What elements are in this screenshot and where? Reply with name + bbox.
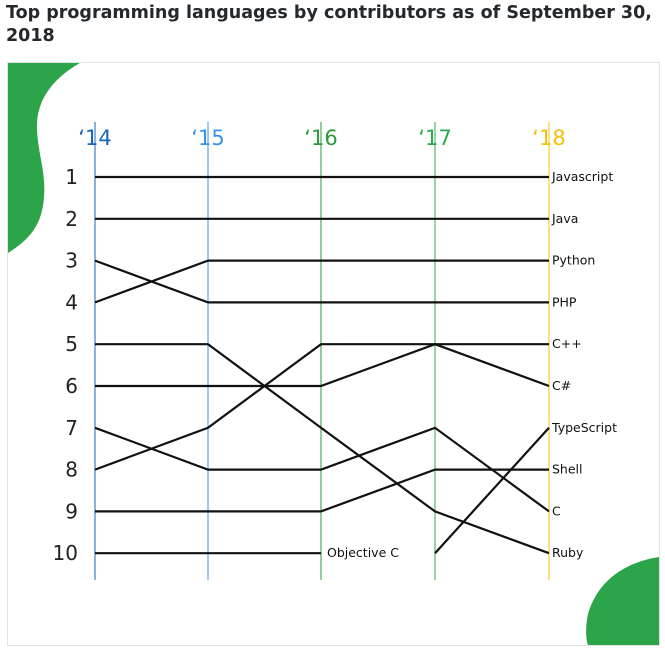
- series-line: [94, 343, 549, 471]
- series-label: Objective C: [327, 545, 399, 560]
- year-label: ‘15: [191, 126, 224, 150]
- rank-label: 10: [53, 541, 78, 565]
- chart-title: Top programming languages by contributor…: [6, 3, 652, 46]
- rank-label: 7: [65, 416, 78, 440]
- series-label: PHP: [552, 294, 577, 309]
- series-line: [94, 259, 549, 304]
- rank-label: 4: [65, 290, 78, 314]
- series-line: [434, 427, 550, 554]
- series-label: TypeScript: [551, 420, 617, 435]
- rank-label: 3: [65, 249, 78, 273]
- rank-label: 6: [65, 374, 78, 398]
- year-label: ‘17: [418, 126, 451, 150]
- series-label: Ruby: [552, 545, 584, 560]
- series-label: C++: [552, 336, 582, 351]
- series-label: C: [552, 503, 561, 518]
- chart-area: ‘14 ‘15 ‘16 ‘17 ‘18 1 2 3 4 5 6 7 8 9 10 Javascript Java…: [7, 62, 660, 646]
- year-label: ‘14: [78, 126, 111, 150]
- series-line: [94, 426, 550, 513]
- rank-label: 8: [65, 458, 78, 482]
- decorative-blob-bottom-right: [586, 557, 659, 645]
- series-label: C#: [552, 378, 571, 393]
- series-label: Python: [552, 253, 595, 268]
- series-label: Java: [551, 211, 578, 226]
- series-line: [95, 343, 550, 388]
- series-label: Shell: [552, 462, 583, 477]
- year-label: ‘18: [532, 126, 565, 150]
- decorative-blob-top-left: [8, 63, 80, 253]
- rank-label: 5: [65, 332, 78, 356]
- rank-chart: ‘14 ‘15 ‘16 ‘17 ‘18 1 2 3 4 5 6 7 8 9 10 Javascript Java…: [8, 63, 659, 645]
- series-line: [95, 343, 550, 555]
- rank-label: 9: [65, 499, 78, 523]
- rank-label: 1: [65, 165, 78, 189]
- year-label: ‘16: [304, 126, 337, 150]
- series-label: Javascript: [551, 169, 613, 184]
- series-line: [94, 259, 549, 304]
- rank-label: 2: [65, 207, 78, 231]
- series-line: [95, 468, 549, 513]
